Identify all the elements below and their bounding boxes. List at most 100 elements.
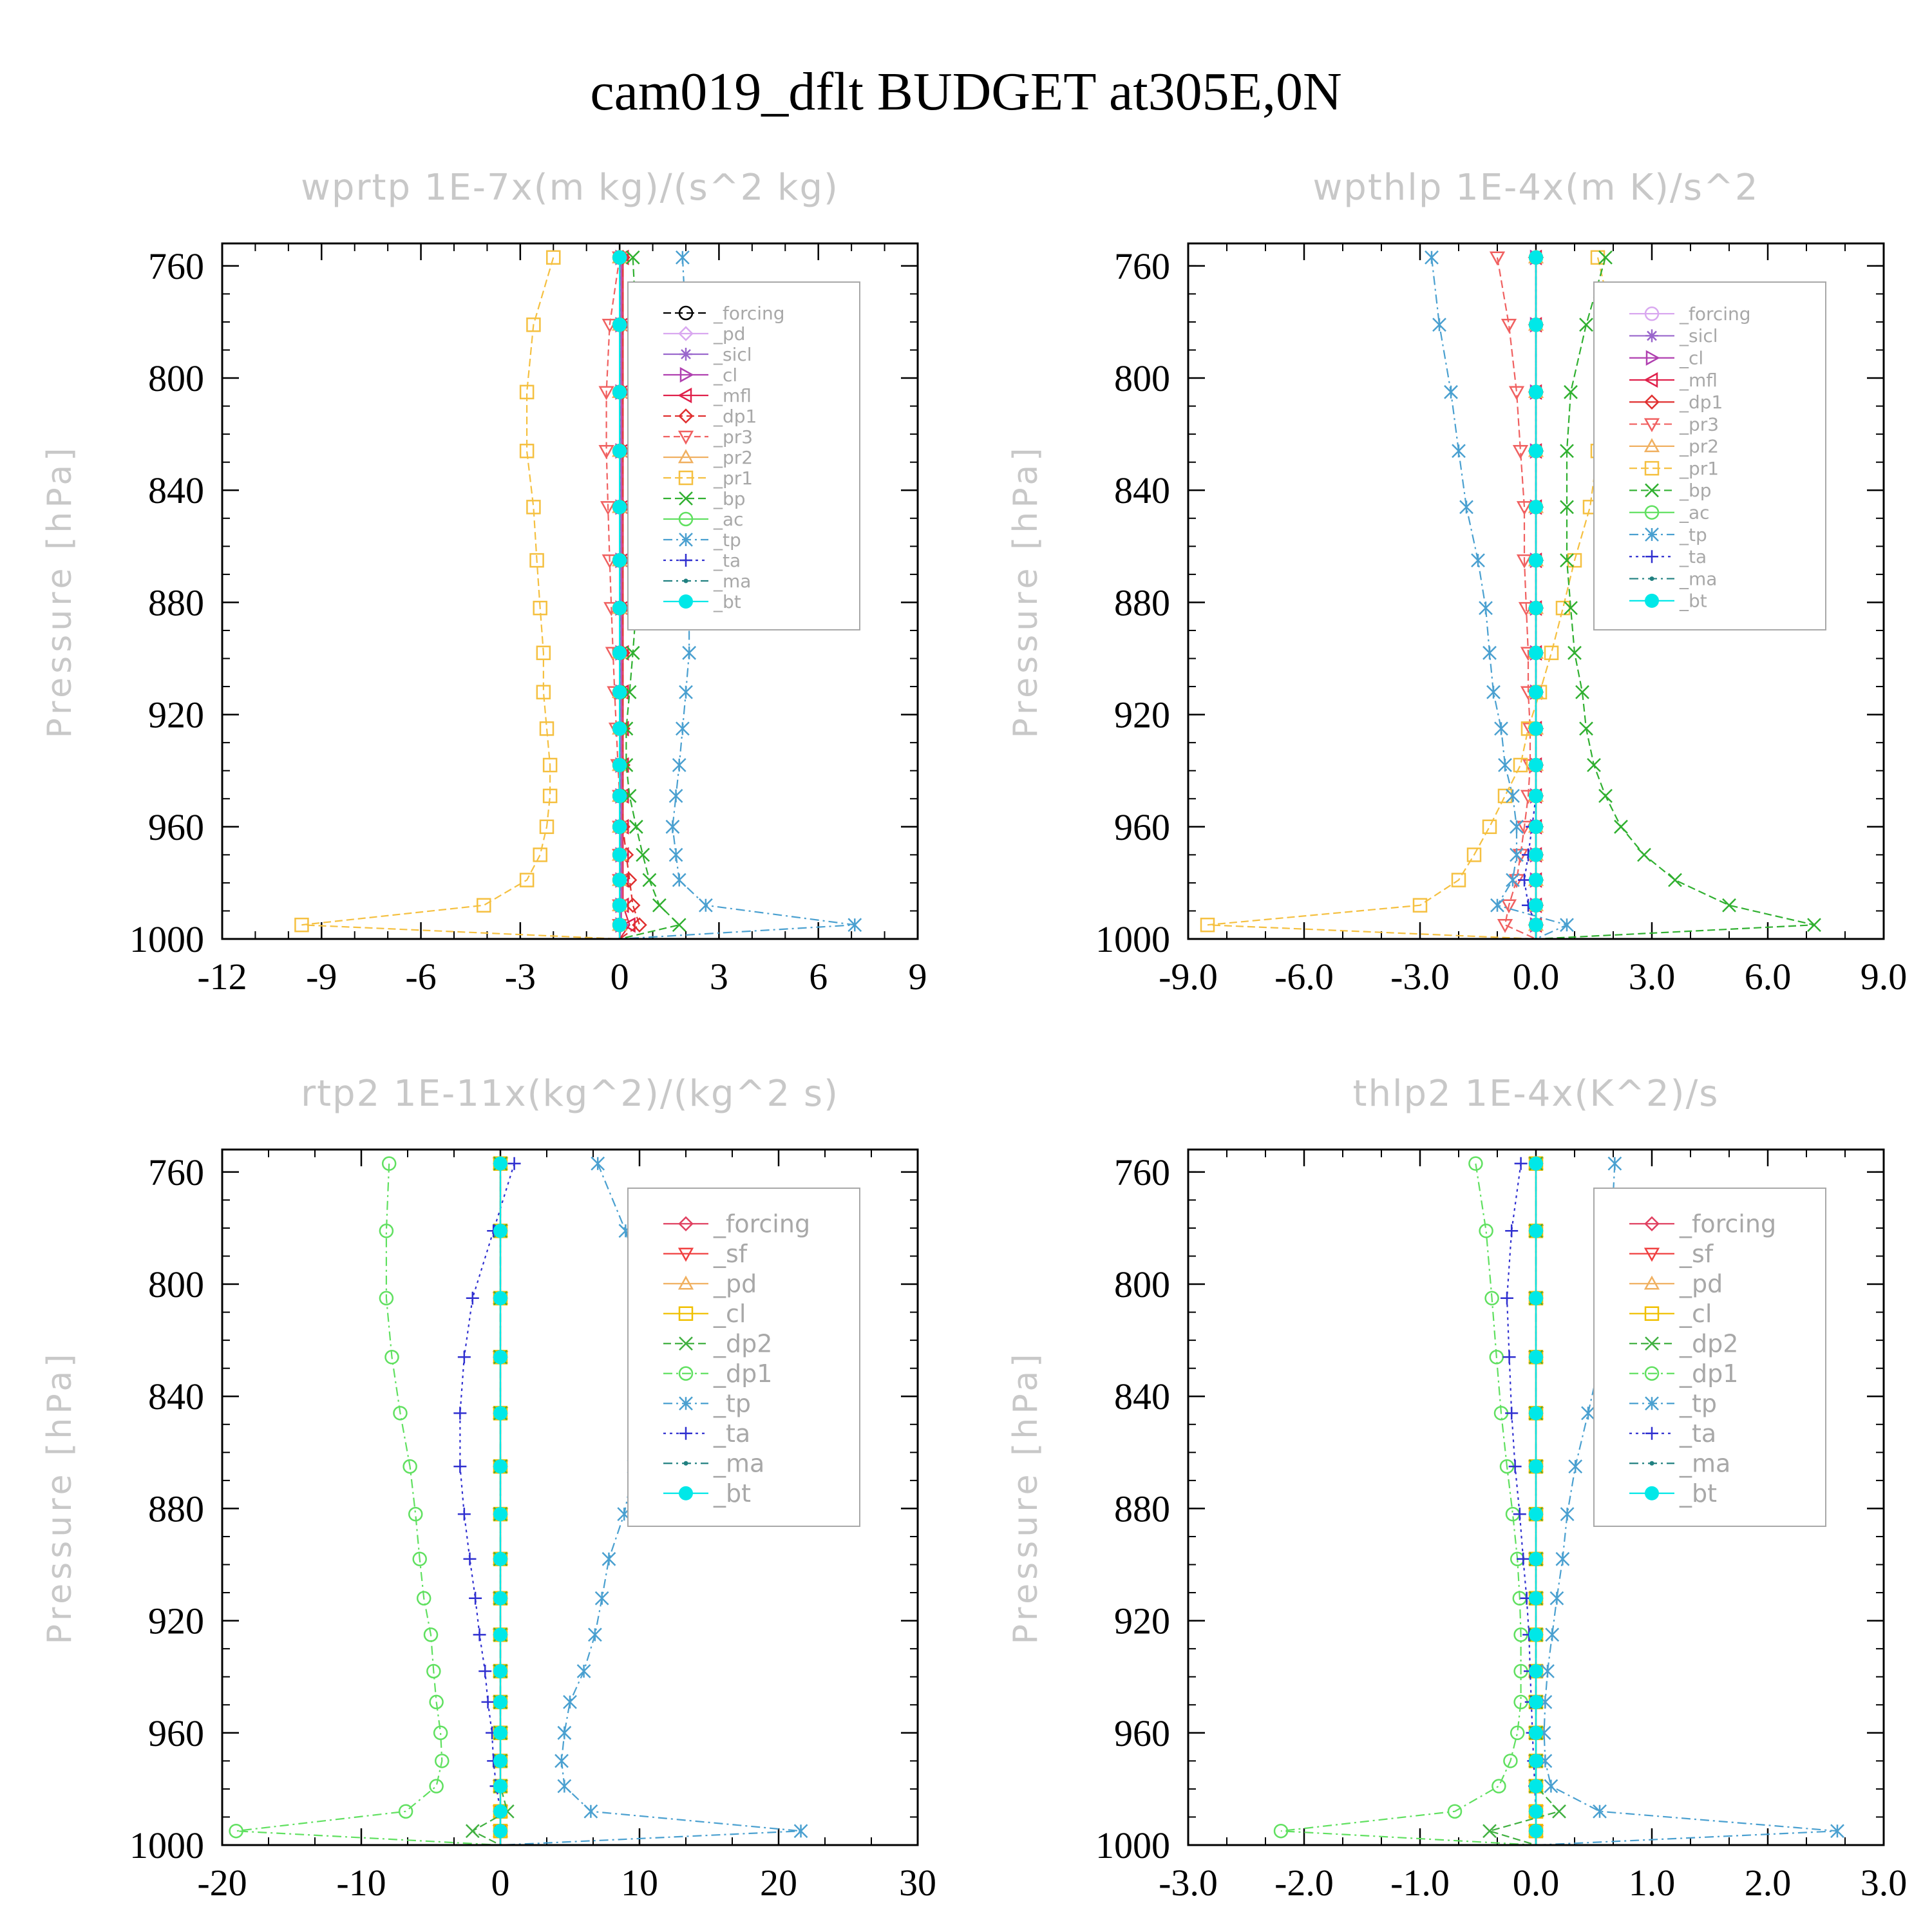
data-point-pr1: [1483, 820, 1496, 833]
data-point-ta: [463, 1553, 476, 1566]
data-point-bp: [1615, 820, 1627, 833]
data-point-ta: [453, 1406, 466, 1419]
data-point-tp: [564, 1696, 576, 1709]
data-point-bp: [636, 848, 649, 861]
data-point-bt: [612, 500, 627, 514]
x-tick-label: 9.0: [1861, 956, 1908, 998]
x-tick-label: 3.0: [1861, 1862, 1908, 1904]
legend-entry-label: _ma: [713, 571, 751, 592]
data-point-bt: [612, 646, 627, 660]
y-axis-label: Pressure [hPa]: [1007, 444, 1045, 739]
legend-entry-label: _forcing: [713, 1210, 810, 1238]
y-tick-label: 880: [1114, 1488, 1170, 1530]
data-point-tp: [1425, 251, 1438, 264]
y-tick-label: 800: [1114, 357, 1170, 399]
x-tick-label: 6.0: [1745, 956, 1792, 998]
legend-entry-label: _tp: [713, 1390, 751, 1418]
y-tick-label: 960: [148, 806, 204, 848]
data-point-tp: [1499, 759, 1511, 772]
y-axis-label: Pressure [hPa]: [1007, 1350, 1045, 1645]
y-tick-label: 840: [1114, 1376, 1170, 1417]
data-point-bt: [493, 1350, 507, 1364]
legend-entry-label: _pr2: [713, 447, 753, 468]
data-point-tp: [1608, 1157, 1621, 1170]
x-tick-label: -3: [505, 956, 536, 998]
data-point-bp: [1808, 918, 1821, 931]
data-point-bt: [493, 1291, 507, 1305]
data-point-bt: [1529, 1824, 1543, 1838]
data-point-bt: [1529, 1224, 1543, 1238]
series-line-tp: [1432, 258, 1567, 939]
panel-title: rtp2 1E-11x(kg^2)/(kg^2 s): [301, 1073, 839, 1115]
x-tick-label: 0.0: [1513, 956, 1560, 998]
data-point-bt: [1529, 1350, 1543, 1364]
data-point-tp: [1560, 918, 1573, 931]
legend-entry-label: _pr1: [713, 468, 753, 489]
x-tick-label: -9.0: [1159, 956, 1218, 998]
data-point-bt: [1529, 789, 1543, 803]
data-point-ta: [453, 1460, 466, 1473]
legend-marker: [679, 594, 693, 609]
series-line-pr3: [607, 258, 620, 939]
data-point-bp: [630, 820, 643, 833]
y-tick-label: 840: [148, 469, 204, 511]
data-point-tp: [1546, 1628, 1558, 1641]
legend-entry-label: _sf: [1679, 1240, 1714, 1268]
legend-entry-label: _dp2: [1679, 1330, 1738, 1358]
y-tick-label: 800: [1114, 1264, 1170, 1305]
series-line-dp2: [1490, 1164, 1559, 1845]
data-point-bp: [1599, 251, 1612, 264]
legend-entry-label: _dp2: [713, 1330, 772, 1358]
y-tick-label: 840: [1114, 469, 1170, 511]
legend-entry-label: _cl: [1679, 348, 1703, 369]
data-point-tp: [555, 1754, 568, 1767]
legend-entry-label: _cl: [1679, 1300, 1712, 1328]
chart-panel-2: wpthlp 1E-4x(m K)/s^2Pressure [hPa]-9.0-…: [1007, 167, 1907, 998]
data-point-bt: [1529, 500, 1543, 514]
x-tick-label: -12: [197, 956, 247, 998]
data-point-tp: [591, 1157, 604, 1170]
data-point-bp: [1599, 790, 1612, 802]
data-point-bt: [612, 789, 627, 803]
data-point-tp: [666, 820, 679, 833]
data-point-bt: [1529, 1157, 1543, 1171]
legend-entry-label: _tp: [1679, 524, 1707, 545]
y-tick-label: 840: [148, 1376, 204, 1417]
figure-title: cam019_dflt BUDGET at305E,0N: [590, 62, 1341, 122]
data-point-bt: [1529, 1779, 1543, 1794]
legend-entry-label: _pr2: [1679, 436, 1719, 457]
data-point-bp: [653, 899, 666, 912]
data-point-bt: [493, 1664, 507, 1678]
data-point-bt: [1529, 444, 1543, 458]
data-point-tp: [673, 759, 686, 772]
legend-marker: [684, 1461, 688, 1466]
data-point-ta: [1505, 1406, 1518, 1419]
data-point-bt: [612, 553, 627, 567]
y-tick-label: 760: [1114, 245, 1170, 287]
y-axis-label: Pressure [hPa]: [41, 1350, 79, 1645]
x-tick-label: 0: [491, 1862, 510, 1904]
x-tick-label: 3: [710, 956, 728, 998]
data-point-bt: [612, 820, 627, 834]
data-point-bt: [612, 601, 627, 615]
chart-panel-3: rtp2 1E-11x(kg^2)/(kg^2 s) Pressure [hPa]…: [41, 1073, 936, 1904]
x-tick-label: 0.0: [1513, 1862, 1560, 1904]
data-point-bt: [612, 385, 627, 399]
data-point-bp: [1669, 874, 1681, 887]
data-point-bt: [1529, 1627, 1543, 1642]
data-point-bt: [1529, 1406, 1543, 1420]
data-point-bp: [643, 874, 656, 887]
x-tick-label: -9: [306, 956, 337, 998]
data-point-tp: [676, 251, 689, 264]
data-point-bt: [1529, 1726, 1543, 1740]
data-point-bt: [493, 1459, 507, 1473]
data-point-bt: [1529, 1552, 1543, 1566]
data-point-tp: [589, 1628, 601, 1641]
data-point-tp: [596, 1592, 609, 1605]
legend-entry-label: _sicl: [713, 344, 752, 365]
legend-entry-label: _pd: [1679, 1270, 1723, 1298]
data-point-tp: [1544, 1780, 1557, 1793]
legend-entry-label: _dp1: [713, 1359, 772, 1388]
legend-marker: [1645, 1486, 1659, 1501]
